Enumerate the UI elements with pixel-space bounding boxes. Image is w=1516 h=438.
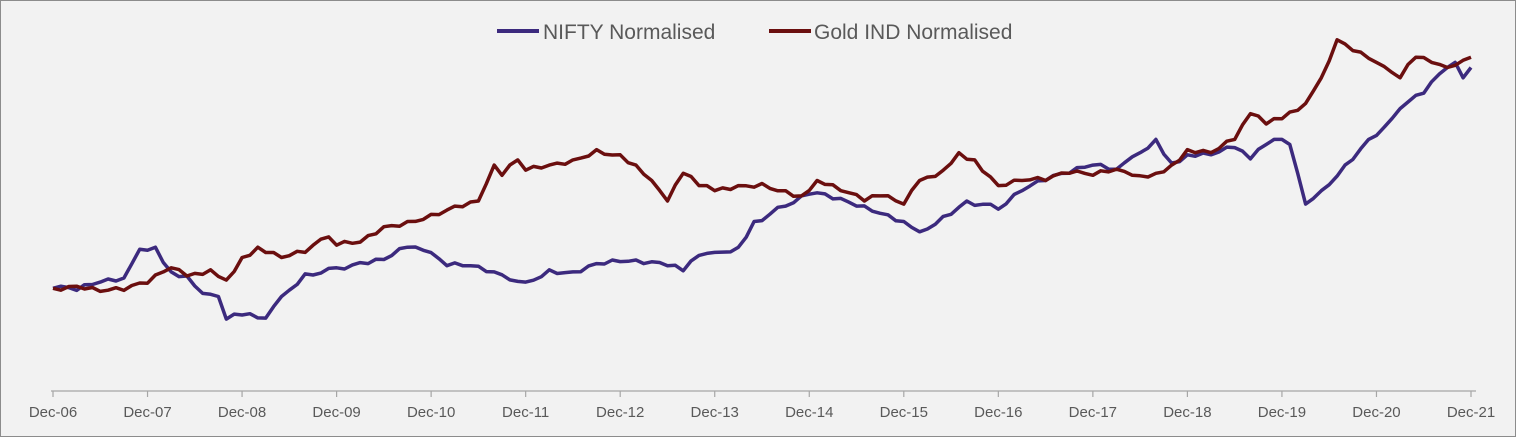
x-tick-label-dec-11: Dec-11 bbox=[502, 404, 549, 421]
x-tick-label-dec-08: Dec-08 bbox=[218, 404, 266, 421]
x-tick-label-dec-18: Dec-18 bbox=[1163, 404, 1211, 421]
x-tick-label-dec-09: Dec-09 bbox=[312, 404, 360, 421]
x-tick-label-dec-20: Dec-20 bbox=[1352, 404, 1400, 421]
legend: NIFTY Normalised Gold IND Normalised bbox=[497, 21, 1012, 44]
legend-label-nifty: NIFTY Normalised bbox=[543, 21, 715, 44]
legend-label-gold: Gold IND Normalised bbox=[814, 21, 1012, 44]
x-tick-label-dec-13: Dec-13 bbox=[691, 404, 739, 421]
x-tick-label-dec-15: Dec-15 bbox=[880, 404, 928, 421]
x-axis-tick-labels: Dec-06 Dec-07 Dec-08 Dec-09 Dec-10 Dec-11 Dec-… bbox=[29, 404, 1495, 421]
x-tick-label-dec-06: Dec-06 bbox=[29, 404, 77, 421]
x-tick-label-dec-12: Dec-12 bbox=[596, 404, 644, 421]
x-axis-ticks bbox=[52, 391, 1472, 397]
x-tick-label-dec-16: Dec-16 bbox=[974, 404, 1022, 421]
x-tick-label-dec-19: Dec-19 bbox=[1258, 404, 1306, 421]
x-tick-label-dec-07: Dec-07 bbox=[123, 404, 171, 421]
x-tick-label-dec-10: Dec-10 bbox=[407, 404, 455, 421]
series-line-nifty bbox=[52, 60, 1473, 321]
series-lines bbox=[52, 38, 1473, 321]
series-line-gold bbox=[52, 38, 1472, 294]
x-tick-label-dec-14: Dec-14 bbox=[785, 404, 833, 421]
x-tick-label-dec-21: Dec-21 bbox=[1447, 404, 1495, 421]
x-tick-label-dec-17: Dec-17 bbox=[1069, 404, 1117, 421]
